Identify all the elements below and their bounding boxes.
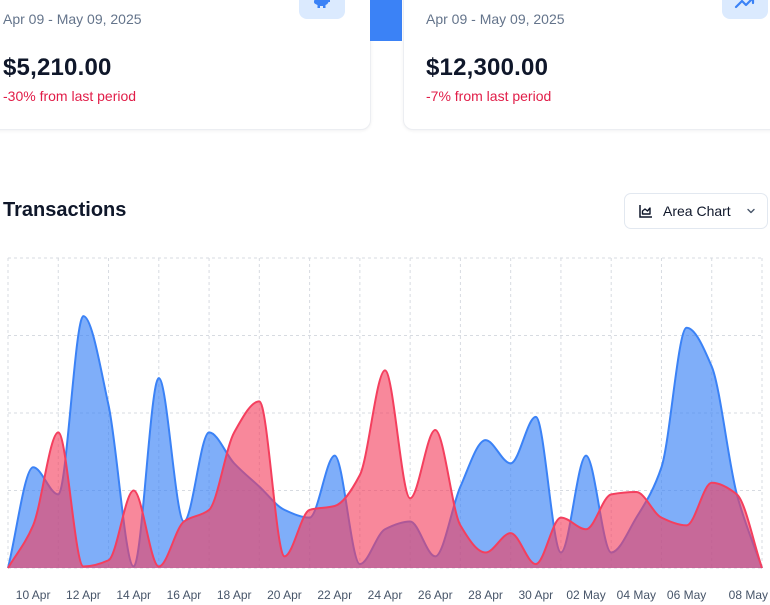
x-tick-label: 08 May bbox=[729, 588, 768, 602]
transactions-area-chart: 10 Apr 12 Apr 14 Apr 16 Apr 18 Apr 20 Apr 22 A… bbox=[7, 257, 768, 602]
chart-type-label: Area Chart bbox=[663, 203, 731, 219]
trending-up-icon bbox=[722, 0, 768, 19]
stat-amount: $5,210.00 bbox=[3, 54, 112, 81]
stat-change: -30% from last period bbox=[3, 88, 137, 104]
x-tick-label: 24 Apr bbox=[368, 588, 403, 602]
x-tick-label: 10 Apr bbox=[16, 588, 51, 602]
section-title: Transactions bbox=[3, 199, 127, 221]
overflow-card-edge bbox=[370, 0, 402, 41]
x-tick-label: 12 Apr bbox=[66, 588, 101, 602]
x-tick-label: 20 Apr bbox=[267, 588, 302, 602]
chevron-down-icon bbox=[745, 205, 757, 217]
x-tick-label: 22 Apr bbox=[317, 588, 352, 602]
stat-change: -7% from last period bbox=[426, 88, 552, 104]
series-b-area bbox=[8, 370, 762, 568]
x-tick-label: 06 May bbox=[667, 588, 706, 602]
date-range: Apr 09 - May 09, 2025 bbox=[426, 11, 565, 27]
stat-card-savings: Apr 09 - May 09, 2025 $5,210.00 -30% fro… bbox=[0, 0, 371, 130]
chart-type-dropdown[interactable]: Area Chart bbox=[624, 193, 768, 229]
series-b-line bbox=[7, 369, 763, 569]
x-tick-label: 16 Apr bbox=[167, 588, 202, 602]
area-chart-icon bbox=[638, 203, 654, 219]
x-tick-label: 26 Apr bbox=[418, 588, 453, 602]
date-range: Apr 09 - May 09, 2025 bbox=[3, 11, 142, 27]
piggy-bank-icon bbox=[299, 0, 345, 19]
stat-card-income: Apr 09 - May 09, 2025 $12,300.00 -7% fro… bbox=[403, 0, 770, 130]
stat-amount: $12,300.00 bbox=[426, 54, 549, 81]
x-tick-label: 14 Apr bbox=[116, 588, 151, 602]
x-tick-label: 02 May bbox=[566, 588, 605, 602]
x-tick-label: 04 May bbox=[617, 588, 656, 602]
x-tick-label: 30 Apr bbox=[518, 588, 553, 602]
x-tick-label: 18 Apr bbox=[217, 588, 252, 602]
x-tick-label: 28 Apr bbox=[468, 588, 503, 602]
